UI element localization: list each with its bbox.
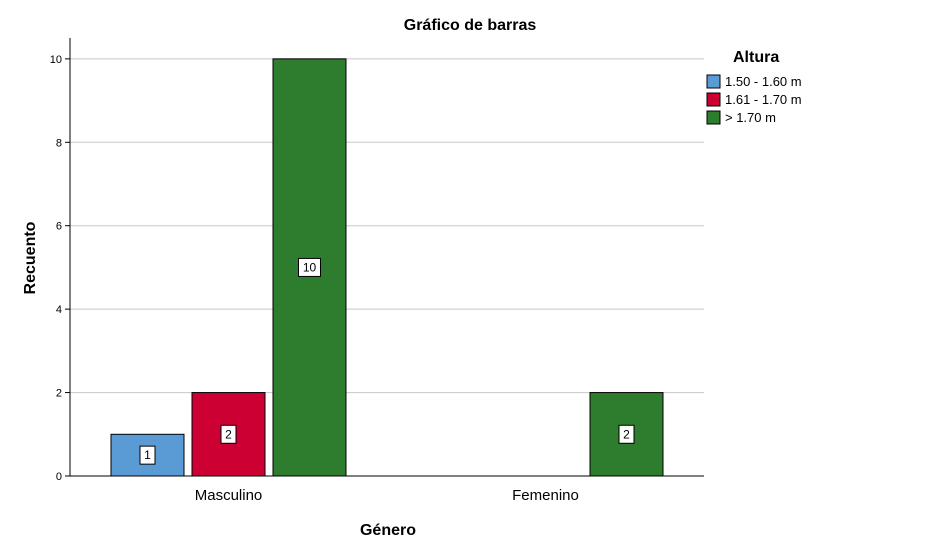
data-label-box — [220, 424, 237, 444]
legend-label: 1.61 - 1.70 m — [725, 92, 802, 107]
legend-swatch — [706, 92, 721, 107]
legend: Altura 1.50 - 1.60 m 1.61 - 1.70 m > 1.70 … — [706, 49, 802, 125]
bars — [110, 58, 664, 477]
x-tick-label: Masculino — [195, 487, 263, 504]
data-label: 10 — [303, 260, 317, 274]
data-labels: 1 2 10 2 — [139, 257, 635, 465]
data-label: 1 — [144, 448, 151, 462]
data-label-box — [618, 424, 635, 444]
chart-title: Gráfico de barras — [404, 17, 537, 34]
y-tick-label: 4 — [56, 304, 62, 316]
x-tick-label: Femenino — [512, 487, 579, 504]
y-axis-title: Recuento — [22, 221, 39, 294]
y-tick-label: 0 — [56, 471, 62, 483]
y-tick-label: 6 — [56, 221, 62, 233]
x-ticks: Masculino Femenino — [195, 487, 579, 504]
y-tick-label: 10 — [50, 54, 62, 66]
legend-title: Altura — [733, 49, 779, 66]
data-label-box — [139, 445, 156, 465]
y-ticks: 0 2 4 6 8 10 — [50, 54, 70, 483]
gridlines — [70, 58, 704, 394]
data-label: 2 — [623, 427, 630, 441]
legend-label: 1.50 - 1.60 m — [725, 74, 802, 89]
x-axis-title: Género — [360, 522, 416, 539]
data-label-box — [298, 257, 321, 277]
legend-swatch — [706, 74, 721, 89]
data-label: 2 — [225, 427, 232, 441]
legend-label: > 1.70 m — [725, 110, 776, 125]
legend-swatch — [706, 110, 721, 125]
axes — [69, 38, 704, 477]
y-tick-label: 2 — [56, 388, 62, 400]
y-tick-label: 8 — [56, 137, 62, 149]
